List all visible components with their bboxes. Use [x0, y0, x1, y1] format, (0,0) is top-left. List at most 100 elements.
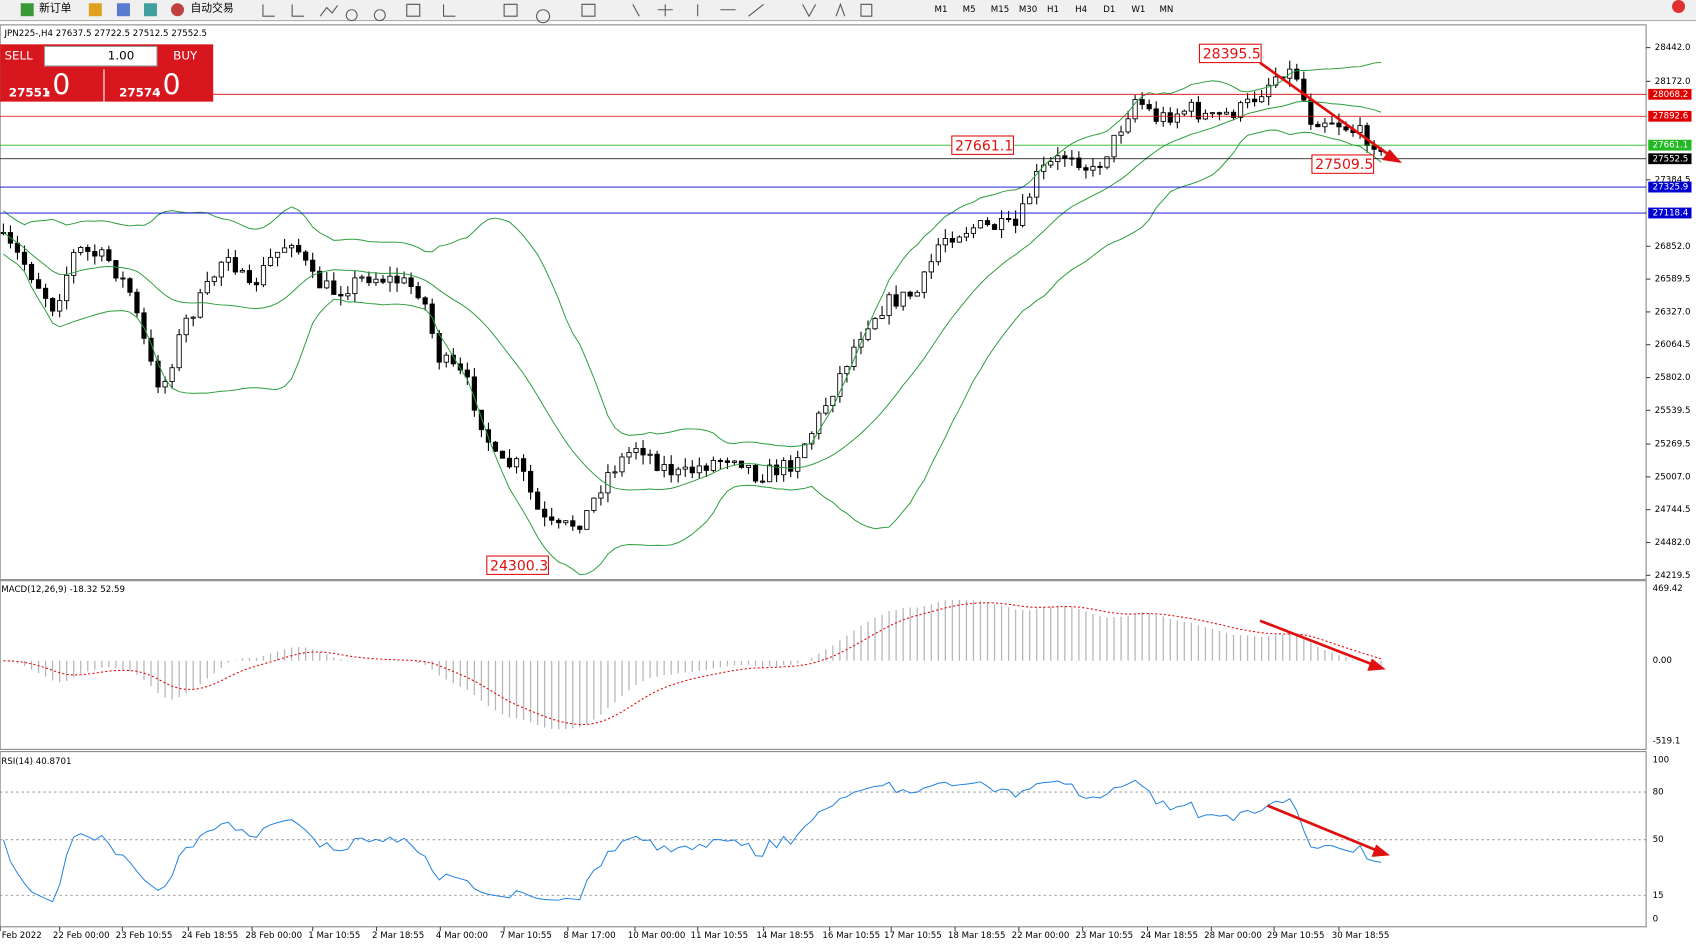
price-label: 25269.5	[1655, 440, 1691, 450]
candle	[1125, 118, 1131, 133]
rsi-axis-label: 100	[1653, 756, 1670, 766]
annotation-box	[486, 555, 549, 575]
candle	[1195, 101, 1201, 120]
candle	[324, 280, 330, 289]
time-label: 1 Mar 10:55	[308, 931, 360, 941]
price-label: 25539.5	[1655, 406, 1691, 416]
candle	[1076, 157, 1082, 169]
candle	[345, 293, 351, 297]
macd-axis-label: 469.42	[1653, 584, 1683, 594]
bollinger-band	[3, 61, 1382, 448]
candle	[942, 238, 948, 246]
timeframe-button[interactable]: H1	[1047, 5, 1059, 15]
price-label: 24744.5	[1655, 505, 1691, 515]
candle	[50, 297, 56, 312]
price-label: 28172.0	[1655, 77, 1691, 87]
candle	[42, 287, 49, 299]
candle	[1097, 165, 1103, 168]
timeframe-button[interactable]: W1	[1131, 5, 1145, 15]
timeframe-button[interactable]: MN	[1159, 5, 1173, 15]
price-label: 26852.0	[1655, 242, 1691, 252]
level-tag	[1648, 207, 1692, 219]
notification[interactable]	[1672, 0, 1686, 13]
candle	[211, 276, 217, 282]
candle	[724, 460, 731, 463]
candle	[457, 363, 463, 371]
annotation-box	[951, 135, 1014, 155]
candle	[865, 328, 871, 340]
candle	[267, 256, 274, 266]
drawing-tools	[262, 2, 873, 24]
candle	[1216, 112, 1223, 115]
level-label: 27325.9	[1653, 183, 1689, 193]
icon[interactable]	[171, 3, 185, 17]
level-tag	[1648, 153, 1692, 165]
sell-pips[interactable]: .0	[43, 69, 70, 102]
timeframe-button[interactable]: M1	[935, 5, 948, 15]
candle	[253, 282, 260, 286]
macd-label: MACD(12,26,9) -18.32 52.59	[1, 585, 125, 595]
arrow-head	[1371, 844, 1391, 857]
icon[interactable]	[88, 3, 102, 17]
candle	[605, 472, 611, 494]
icon[interactable]	[116, 3, 130, 17]
lot-size[interactable]: 1.00	[108, 49, 134, 63]
candle	[78, 247, 84, 253]
annotation: 27661.1	[955, 138, 1013, 154]
rsi-axis-label: 0	[1653, 915, 1659, 925]
toolbar-button[interactable]: 自动交易	[190, 1, 233, 15]
timeframe-button[interactable]: M15	[991, 5, 1009, 15]
trade-panel: SELL 1.00 BUY 27551 .0 27574 .0	[0, 44, 214, 102]
sell-price[interactable]: 27551	[9, 86, 50, 100]
candle	[717, 460, 723, 462]
timeframe-button[interactable]: D1	[1103, 5, 1115, 15]
time-label: 24 Feb 18:55	[182, 931, 239, 941]
candle	[1244, 98, 1251, 104]
time-label: 16 Mar 10:55	[822, 931, 880, 941]
lot-input[interactable]	[43, 45, 158, 67]
toolbar-button[interactable]: 新订单	[39, 1, 72, 15]
chart-layer: 28442.0 28172.0 27384.5 26852.0 26589.5 26327…	[0, 43, 1692, 941]
rsi-label: RSI(14) 40.8701	[1, 757, 71, 767]
candle	[1294, 68, 1300, 80]
candle	[1167, 112, 1173, 123]
trend-arrow	[1259, 619, 1372, 666]
sell-button[interactable]: SELL	[4, 49, 33, 63]
candle	[1301, 78, 1307, 101]
level-label: 27892.6	[1653, 112, 1689, 122]
candle	[183, 317, 189, 336]
buy-pips[interactable]: .0	[154, 69, 181, 102]
tool-icons[interactable]	[262, 2, 873, 24]
candle	[415, 286, 421, 299]
candle	[1230, 111, 1237, 118]
candle	[1336, 122, 1342, 128]
candle	[218, 261, 224, 278]
buy-button[interactable]: BUY	[173, 49, 198, 63]
candle	[310, 259, 316, 272]
candle	[977, 220, 984, 229]
icon[interactable]	[20, 3, 34, 17]
candle	[1223, 111, 1230, 115]
candle	[1160, 112, 1166, 122]
buy-price[interactable]: 27574	[119, 86, 160, 100]
candle	[549, 516, 555, 521]
timeframe-button[interactable]: M30	[1019, 5, 1037, 15]
candle	[1252, 98, 1258, 103]
candle	[759, 480, 766, 483]
price-label: 24219.5	[1655, 571, 1691, 581]
timeframe-button[interactable]: M5	[963, 5, 976, 15]
timeframe-button[interactable]: H4	[1075, 5, 1087, 15]
candle	[281, 247, 288, 253]
candle	[1005, 218, 1012, 220]
candle	[598, 492, 604, 499]
rsi-axis-label: 50	[1653, 835, 1664, 845]
icon[interactable]	[143, 3, 157, 17]
trend-arrow	[1259, 61, 1390, 156]
candle	[577, 525, 583, 530]
macd-axis-label: 0.00	[1653, 656, 1672, 666]
candle	[767, 464, 773, 483]
candle	[647, 453, 653, 456]
candle	[752, 464, 759, 482]
candle	[633, 447, 639, 453]
candle	[563, 520, 569, 524]
